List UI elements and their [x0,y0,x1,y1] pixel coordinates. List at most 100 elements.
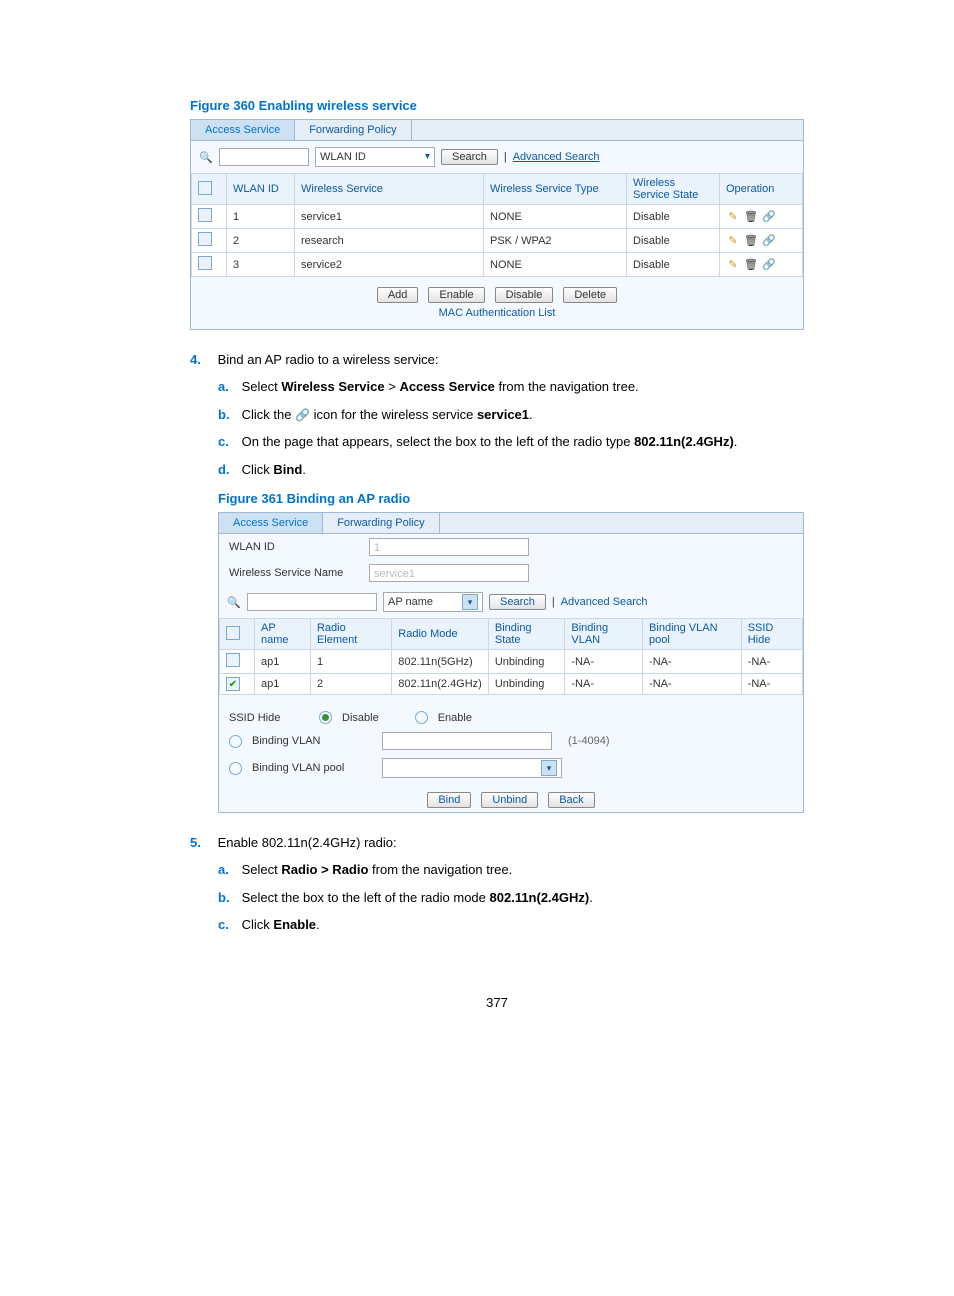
tab-forwarding-policy[interactable]: Forwarding Policy [295,120,411,140]
search-icon: 🔍 [227,595,241,609]
t: Select the box to the left of the radio … [242,890,490,905]
th-sh: SSID Hide [741,619,802,650]
cell-svc: service1 [295,205,484,229]
cell-type: PSK / WPA2 [484,229,627,253]
op-icons: ✎ 🗑 🔗 [726,258,796,272]
bvlan-radio[interactable] [229,735,242,748]
delete-icon[interactable]: 🗑 [744,234,758,248]
cell-sh: -NA- [741,650,802,674]
bind-icon[interactable]: 🔗 [762,258,776,272]
ssidhide-label: SSID Hide [229,712,309,724]
wsname-label: Wireless Service Name [229,567,359,579]
search-input[interactable] [219,148,309,166]
radio-table: AP name Radio Element Radio Mode Binding… [219,618,803,695]
bind-button[interactable]: Bind [427,792,471,808]
t: . [316,917,320,932]
row-checkbox[interactable] [198,256,212,270]
select-all-checkbox[interactable] [226,626,240,640]
row-checkbox[interactable] [198,208,212,222]
substep-text: Select Radio > Radio from the navigation… [242,862,513,877]
disable-button[interactable]: Disable [495,287,554,303]
delete-icon[interactable]: 🗑 [744,258,758,272]
bind-icon[interactable]: 🔗 [762,234,776,248]
ssidhide-enable-label: Enable [438,712,472,724]
panel-bind-radio: Access Service Forwarding Policy WLAN ID… [218,512,804,813]
table-row: 2 research PSK / WPA2 Disable ✎ 🗑 🔗 [192,229,803,253]
cell-svc: research [295,229,484,253]
search-dropdown[interactable]: WLAN ID ▾ [315,147,435,167]
ssidhide-disable-radio[interactable] [319,711,332,724]
cell-sh: -NA- [741,674,802,695]
t: icon for the wireless service [310,407,477,422]
chevron-down-icon: ▾ [462,594,478,610]
search-button[interactable]: Search [441,149,498,165]
th-bs: Binding State [488,619,565,650]
search-input[interactable] [247,593,377,611]
edit-icon[interactable]: ✎ [726,210,740,224]
cell-state: Disable [627,229,720,253]
t: Enable [273,917,316,932]
row-checkbox[interactable]: ✔ [226,677,240,691]
wlanid-field: 1 [369,538,529,556]
page-number: 377 [190,995,804,1010]
back-button[interactable]: Back [548,792,594,808]
substep-list: a. Select Radio > Radio from the navigat… [190,860,804,935]
search-icon: 🔍 [199,150,213,164]
bind-icon[interactable]: 🔗 [762,210,776,224]
substep-letter: b. [218,888,238,908]
edit-icon[interactable]: ✎ [726,234,740,248]
bvlan-field[interactable] [382,732,552,750]
substep-text: Select the box to the left of the radio … [242,890,593,905]
cell-bv: -NA- [565,650,643,674]
bvlanpool-radio[interactable] [229,762,242,775]
step-list: 4. Bind an AP radio to a wireless servic… [190,352,804,935]
bvlanpool-row: Binding VLAN pool ▾ [219,754,803,782]
substep-text: On the page that appears, select the box… [242,434,738,449]
tab-access-service[interactable]: Access Service [191,120,295,140]
t: Bind [273,462,302,477]
t: . [734,434,738,449]
mac-auth-link[interactable]: MAC Authentication List [439,307,556,319]
tabs: Access Service Forwarding Policy [219,513,803,534]
search-button[interactable]: Search [489,594,546,610]
step-text: Enable 802.11n(2.4GHz) radio: [218,835,397,850]
substep-text: Click the 🔗 icon for the wireless servic… [242,407,533,422]
form-row: Wireless Service Name service1 [219,560,803,586]
search-row: 🔍 AP name ▾ Search | Advanced Search [219,586,803,618]
t: Select [242,379,282,394]
dropdown-label: WLAN ID [320,149,366,165]
t: > [385,379,400,394]
advanced-search-link[interactable]: Advanced Search [561,596,648,608]
cell-bvp: -NA- [643,674,742,695]
enable-button[interactable]: Enable [428,287,484,303]
t: Wireless Service [281,379,384,394]
th-wss: Wireless Service State [627,174,720,205]
advanced-search-link[interactable]: Advanced Search [513,151,600,163]
cell-state: Disable [627,253,720,277]
ssidhide-enable-radio[interactable] [415,711,428,724]
table-row: ✔ ap1 2 802.11n(2.4GHz) Unbinding -NA- -… [220,674,803,695]
search-row: 🔍 WLAN ID ▾ Search | Advanced Search [191,141,803,173]
t: from the navigation tree. [368,862,512,877]
th-bv: Binding VLAN [565,619,643,650]
mac-auth-link-row: MAC Authentication List [191,307,803,329]
substep-text: Click Bind. [242,462,306,477]
delete-icon[interactable]: 🗑 [744,210,758,224]
th-op: Operation [720,174,803,205]
page: Figure 360 Enabling wireless service Acc… [0,0,954,1050]
search-dropdown[interactable]: AP name ▾ [383,592,483,612]
tab-access-service[interactable]: Access Service [219,513,323,533]
wlanid-label: WLAN ID [229,541,359,553]
th-ap: AP name [255,619,311,650]
tab-forwarding-policy[interactable]: Forwarding Policy [323,513,439,533]
edit-icon[interactable]: ✎ [726,258,740,272]
bvlanpool-dropdown[interactable]: ▾ [382,758,562,778]
figure-360-title: Figure 360 Enabling wireless service [190,98,804,113]
row-checkbox[interactable] [198,232,212,246]
row-checkbox[interactable] [226,653,240,667]
service-table: WLAN ID Wireless Service Wireless Servic… [191,173,803,277]
add-button[interactable]: Add [377,287,419,303]
delete-button[interactable]: Delete [563,287,617,303]
unbind-button[interactable]: Unbind [481,792,538,808]
select-all-checkbox[interactable] [198,181,212,195]
